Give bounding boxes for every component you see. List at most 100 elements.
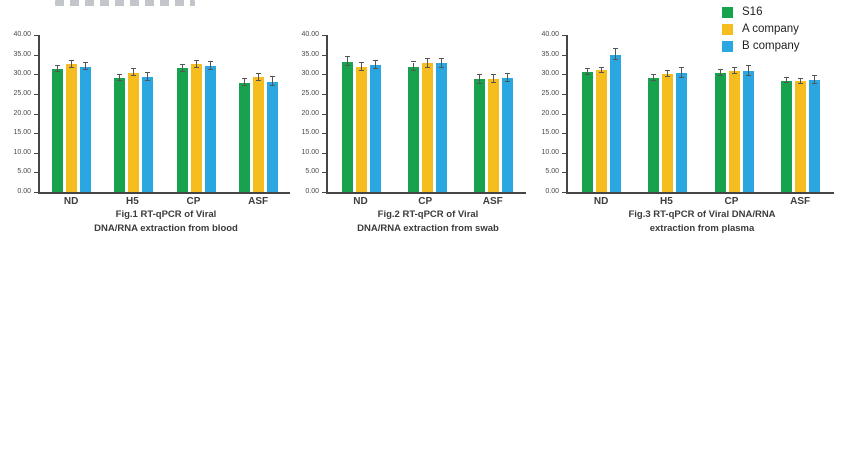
bar-group-asf: [472, 35, 514, 192]
y-axis-swab: 40.00 35.00 30.00 25.00 20.00 15.00 10.00 5.00 0…: [296, 31, 326, 195]
error-bar-line: [478, 75, 480, 84]
error-bar-cap-top: [179, 64, 185, 66]
bar-slot: [648, 35, 660, 192]
legend-item-s16: S16: [722, 5, 800, 19]
y-tick-mark: [34, 152, 38, 154]
bar-a-company: [355, 67, 367, 192]
error-bar-line: [492, 74, 494, 83]
error-bar-line: [346, 57, 348, 67]
bar-slot: [253, 35, 265, 192]
bar-b-company: [609, 54, 621, 192]
x-category-label-asf: ASF: [482, 196, 503, 207]
caption-plasma-line2: extraction from plasma: [649, 223, 755, 235]
error-bar-cap-top: [745, 65, 751, 67]
error-bar-cap-top: [82, 62, 88, 64]
error-bar-cap-top: [372, 59, 378, 61]
y-tick-mark: [562, 74, 566, 76]
caption-blood: Fig.1 RT-qPCR of Viral DNA/RNA extractio…: [40, 208, 292, 237]
bar-group-asf: [780, 35, 822, 192]
error-bar-cap-top: [117, 73, 123, 75]
x-category-label-cp: CP: [186, 196, 201, 207]
error-bar-cap-bottom: [812, 83, 818, 85]
bar-a-company: [421, 63, 433, 192]
error-bar-cap-bottom: [476, 82, 482, 84]
bar-slot: [473, 35, 485, 192]
error-bar-cap-bottom: [82, 69, 88, 71]
error-bar-line: [600, 67, 602, 74]
error-bar-cap-bottom: [679, 76, 685, 78]
error-bar-line: [667, 70, 669, 77]
error-bar-line: [374, 60, 376, 70]
bar-s16: [714, 72, 726, 192]
y-tick-label: 25.00: [301, 89, 319, 97]
caption-swab: Fig.2 RT-qPCR of Viral DNA/RNA extractio…: [328, 208, 528, 237]
error-bar-cap-top: [193, 60, 199, 62]
bar-slot: [51, 35, 63, 192]
bar-slot: [190, 35, 202, 192]
error-bar-line: [800, 78, 802, 85]
bar-slot: [267, 35, 279, 192]
y-tick-label: 10.00: [301, 148, 319, 156]
legend-swatch-b-company: [722, 40, 733, 52]
error-bar-cap-bottom: [665, 76, 671, 77]
error-bar-line: [653, 75, 655, 82]
y-tick-mark: [322, 113, 326, 115]
error-bar-cap-bottom: [358, 70, 364, 72]
bar-s16: [407, 66, 419, 192]
bar-s16: [648, 78, 660, 192]
plot-area-swab: [322, 35, 526, 194]
error-bar-cap-bottom: [717, 74, 723, 76]
error-bar-cap-bottom: [207, 69, 213, 71]
bar-s16: [581, 71, 593, 192]
error-bar-cap-bottom: [372, 68, 378, 70]
y-tick-mark: [562, 192, 566, 193]
x-category-label-nd: ND: [353, 196, 368, 207]
error-bar-line: [181, 65, 183, 72]
error-bar-cap-bottom: [784, 81, 790, 83]
y-tick-mark: [34, 54, 38, 56]
y-tick-label: 25.00: [541, 89, 559, 97]
bar-s16: [239, 82, 251, 192]
bar-slot: [176, 35, 188, 192]
error-bar-cap-top: [242, 78, 248, 80]
caption-blood-line1: Fig.1 RT-qPCR of Viral: [115, 209, 217, 220]
error-bar-cap-bottom: [270, 85, 276, 87]
error-bar-cap-bottom: [117, 79, 123, 81]
bar-b-company: [501, 77, 513, 192]
y-tick-label: 40.00: [301, 31, 319, 38]
error-bar-cap-bottom: [131, 75, 137, 77]
y-tick-label: 20.00: [541, 109, 559, 117]
bar-slot: [595, 35, 607, 192]
caption-plasma: Fig.3 RT-qPCR of Viral DNA/RNA extractio…: [568, 208, 836, 237]
error-bar-cap-bottom: [504, 80, 510, 82]
clipped-title-fragment: [55, 0, 195, 6]
x-axis-labels-blood: ND H5 CP ASF: [40, 196, 292, 207]
error-bar-line: [258, 74, 260, 81]
bar-s16: [781, 80, 793, 192]
error-bar-cap-top: [410, 61, 416, 63]
bar-groups-swab: [328, 35, 526, 192]
bar-group-nd: [50, 35, 92, 192]
bar-b-company: [809, 80, 821, 192]
y-tick-mark: [34, 133, 38, 135]
caption-swab-line2: DNA/RNA extraction from swab: [357, 223, 499, 235]
bar-s16: [176, 68, 188, 192]
error-bar-cap-bottom: [256, 79, 262, 81]
bar-a-company: [253, 77, 265, 192]
y-tick-label: 15.00: [541, 129, 559, 137]
bar-a-company: [128, 72, 140, 192]
error-bar-line: [70, 61, 72, 68]
error-bar-cap-bottom: [242, 85, 248, 87]
error-bar-cap-bottom: [410, 70, 416, 72]
error-bar-cap-top: [490, 73, 496, 75]
y-tick-label: 30.00: [13, 70, 31, 78]
y-tick-mark: [322, 93, 326, 95]
error-bar-cap-top: [256, 73, 262, 75]
error-bar-cap-top: [784, 77, 790, 79]
y-tick-label: 10.00: [13, 148, 31, 156]
y-tick-mark: [34, 172, 38, 174]
bar-slot: [369, 35, 381, 192]
x-category-label-nd: ND: [593, 196, 609, 207]
error-bar-cap-top: [424, 57, 430, 59]
